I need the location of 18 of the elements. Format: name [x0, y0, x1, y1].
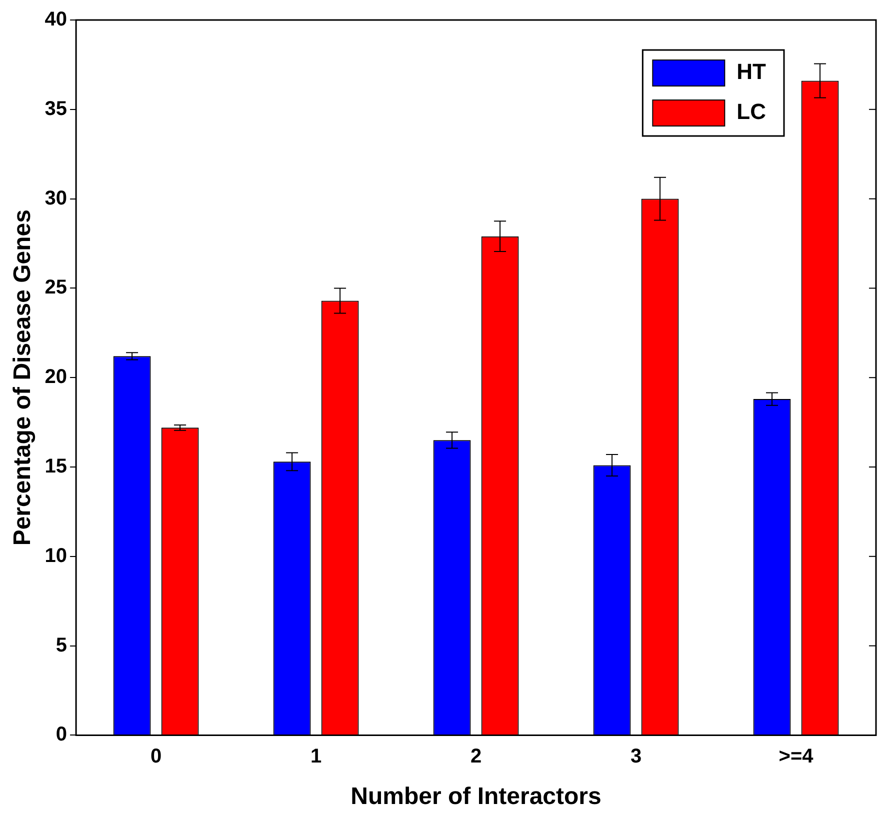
x-tick-label: 3 — [630, 746, 642, 768]
x-tick-label: >=4 — [778, 746, 814, 768]
legend-label: LC — [736, 99, 766, 124]
x-tick-label: 2 — [470, 746, 482, 768]
y-tick-label: 15 — [44, 456, 68, 478]
y-tick-label: 5 — [56, 634, 68, 656]
x-tick-label: 0 — [150, 746, 162, 768]
y-tick-label: 10 — [44, 544, 68, 567]
y-tick-label: 20 — [44, 366, 68, 388]
x-axis-title: Number of Interactors — [350, 783, 602, 810]
y-tick-label: 40 — [44, 8, 68, 31]
y-tick-label: 30 — [44, 187, 68, 210]
y-tick-label: 0 — [56, 724, 68, 746]
x-tick-label: 1 — [310, 746, 322, 768]
y-tick-label: 35 — [44, 98, 68, 120]
legend-label: HT — [736, 59, 767, 84]
y-tick-label: 25 — [44, 276, 68, 299]
y-axis-title: Percentage of Disease Genes — [9, 210, 36, 546]
